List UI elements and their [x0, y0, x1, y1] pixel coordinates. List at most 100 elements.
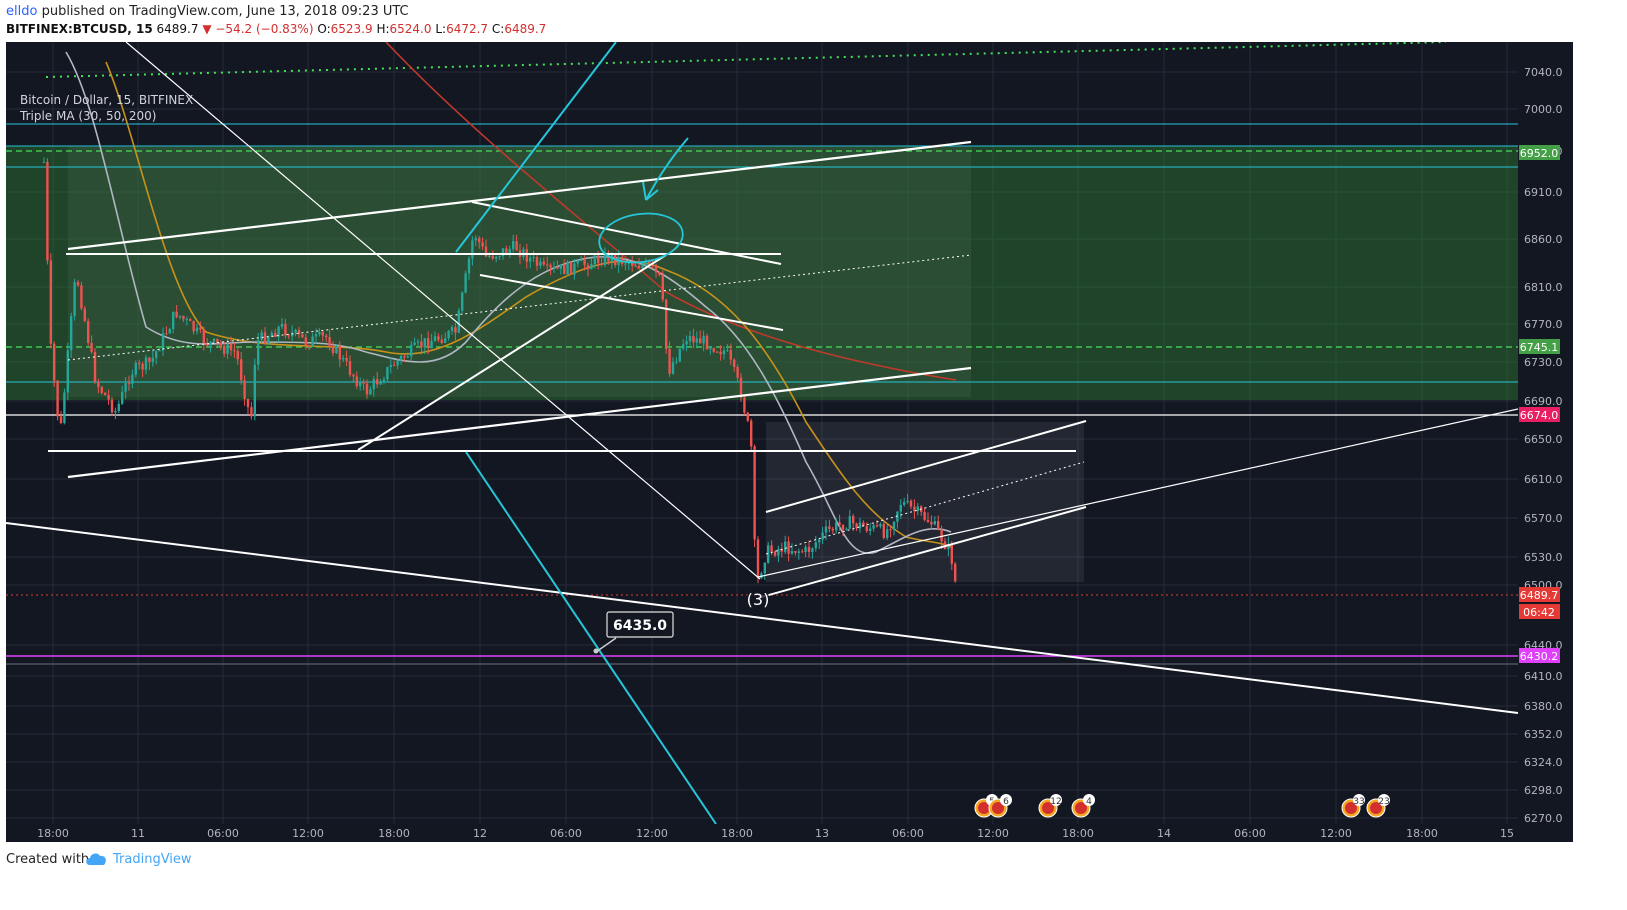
price-badge: 6489.7: [1519, 587, 1560, 602]
candle-body: [804, 546, 807, 553]
candle-body: [814, 542, 817, 549]
event-markers: 56 12 4 33 23: [974, 794, 1390, 818]
candle-body: [889, 529, 892, 531]
candle-body: [484, 246, 488, 257]
candle-body: [838, 522, 841, 525]
published-text: published on TradingView.com, June 13, 2…: [41, 4, 409, 19]
candle-body: [801, 551, 804, 553]
candle-body: [780, 549, 783, 552]
candle-body: [563, 264, 566, 275]
price-tick-label: 6690.0: [1524, 395, 1563, 408]
candle-body: [100, 387, 103, 393]
candle-body: [372, 379, 375, 390]
candle-body: [882, 523, 885, 538]
candle-body: [675, 361, 678, 363]
price-tick-label: 6270.0: [1524, 812, 1563, 824]
symbol-legend: Bitcoin / Dollar, 15, BITFINEX: [20, 93, 194, 107]
candle-body: [87, 321, 90, 343]
price-tick-label: 7000.0: [1524, 103, 1563, 116]
candle-body: [178, 315, 182, 318]
candle-body: [267, 337, 270, 344]
time-axis[interactable]: 18:00 11 06:00 12:00 18:00 12 06:00 12:00 18:00 1…: [6, 824, 1573, 842]
candle-body: [933, 521, 936, 525]
candle-body: [835, 522, 838, 531]
price-badge: 6952.0: [1519, 145, 1560, 160]
close-value: 6489.7: [504, 22, 547, 36]
candle-body: [311, 336, 314, 347]
economic-event-flag-icon[interactable]: 56: [974, 794, 1012, 818]
candle-body: [852, 516, 855, 524]
candle-body: [658, 272, 661, 276]
candle-body: [624, 263, 627, 265]
candle-body: [362, 381, 365, 384]
candle-body: [93, 351, 97, 382]
ma200-line: [385, 42, 957, 381]
candle-body: [678, 348, 681, 362]
candle-body: [427, 338, 430, 349]
author-link[interactable]: elldo: [6, 4, 38, 19]
candle-body: [420, 341, 423, 348]
candle-body: [709, 348, 712, 350]
economic-event-flag-icon[interactable]: 4: [1071, 794, 1095, 818]
candle-body: [862, 522, 865, 527]
time-tick-label: 18:00: [37, 827, 69, 840]
candle-body: [787, 541, 790, 554]
candle-body: [359, 381, 362, 387]
candle-body: [923, 511, 926, 520]
candle-body: [192, 321, 195, 332]
candle-body: [906, 500, 909, 503]
candle-body: [260, 332, 263, 340]
candle-body: [515, 241, 518, 251]
candle-body: [671, 362, 675, 374]
candle-body: [348, 361, 352, 375]
candle-body: [552, 267, 556, 269]
candle-body: [80, 285, 83, 309]
publish-line: elldo published on TradingView.com, June…: [6, 4, 409, 19]
candle-body: [138, 362, 141, 364]
candle-body: [46, 161, 49, 261]
candle-body: [274, 332, 277, 337]
chart-canvas[interactable]: (3) 6435.0 56 12 4 33 23: [6, 42, 1518, 824]
triangle-shade: [68, 147, 971, 397]
candle-body: [726, 350, 729, 352]
svg-text:(3): (3): [747, 590, 770, 609]
price-axis[interactable]: 7040.07000.06960.06910.06860.06810.06770…: [1518, 42, 1573, 825]
candle-body: [199, 327, 202, 330]
economic-event-flag-icon[interactable]: 23: [1366, 794, 1390, 818]
candle-body: [593, 255, 596, 265]
cyan-drawings: [455, 42, 717, 824]
candle-body: [345, 357, 348, 362]
tradingview-brand-link[interactable]: TradingView: [113, 852, 192, 867]
footer: Created with TradingView: [0, 843, 1627, 910]
candle-body: [702, 335, 705, 344]
candle-body: [512, 241, 515, 250]
candle-body: [767, 545, 770, 563]
candle-body: [937, 521, 940, 530]
candle-body: [430, 341, 433, 349]
candle-body: [70, 316, 73, 351]
svg-text:6489.7: 6489.7: [1520, 589, 1559, 602]
candle-body: [841, 524, 845, 530]
candle-body: [471, 240, 474, 259]
candle-body: [389, 365, 392, 368]
candle-body: [369, 389, 372, 395]
candle-body: [243, 380, 246, 399]
chart-pane[interactable]: (3) 6435.0 56 12 4 33 23 Bitcoin / Dollar, 1…: [6, 42, 1518, 824]
price-axis-canvas[interactable]: 7040.07000.06960.06910.06860.06810.06770…: [1518, 42, 1573, 825]
candle-body: [746, 412, 749, 421]
candle-body: [858, 522, 862, 529]
time-axis-canvas[interactable]: 18:00 11 06:00 12:00 18:00 12 06:00 12:00 18:00 1…: [6, 824, 1573, 842]
economic-event-flag-icon[interactable]: 33: [1341, 794, 1365, 818]
candle-body: [172, 311, 175, 330]
economic-event-flag-icon[interactable]: 12: [1038, 794, 1062, 818]
candle-body: [151, 357, 154, 362]
candle-body: [175, 311, 178, 318]
candle-body: [63, 392, 66, 423]
candle-body: [399, 355, 403, 361]
candle-body: [576, 261, 579, 264]
close-label: C:: [491, 22, 505, 36]
candle-body: [270, 332, 273, 338]
candle-body: [947, 544, 950, 550]
dotted-green-trend: [45, 42, 1447, 78]
candle-body: [104, 392, 107, 396]
